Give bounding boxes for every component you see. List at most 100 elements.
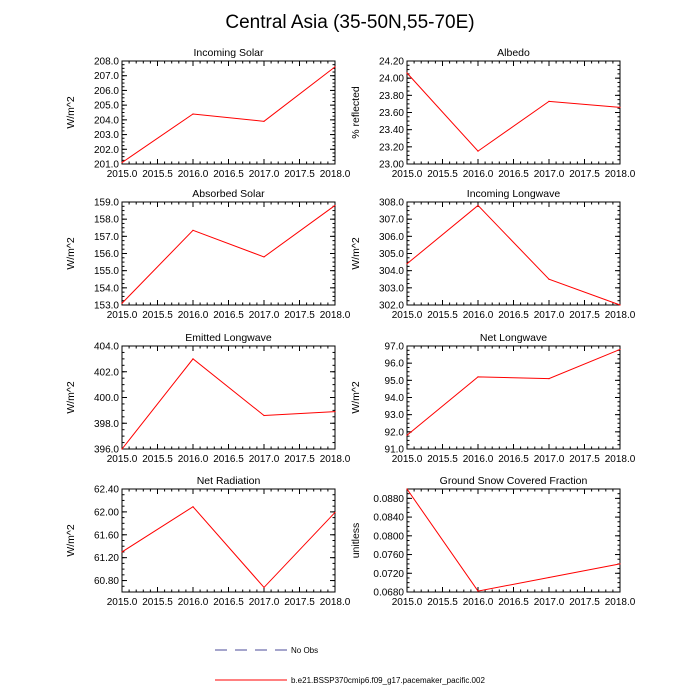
- panel-incoming-solar: Incoming Solar W/m^2 2015.0 2015.5 2016.0 201…: [65, 47, 351, 180]
- incoming-solar-y-tick-label: 201.0: [94, 160, 119, 171]
- absorbed-solar-y-tick-label: 158.0: [94, 215, 119, 226]
- absorbed-solar-x-tick-label: 2018.0: [320, 310, 351, 321]
- ground-snow-covered-fraction-x-tick-label: 2017.5: [569, 597, 600, 608]
- net-longwave-data-point: [548, 378, 550, 380]
- ground-snow-covered-fraction-data-point: [477, 590, 479, 592]
- incoming-longwave-x-tick-label: 2017.0: [534, 310, 565, 321]
- net-radiation-data-point: [263, 586, 265, 589]
- incoming-longwave-plot-frame: [406, 201, 621, 306]
- panels-group: Incoming Solar W/m^2 2015.0 2015.5 2016.0 201…: [65, 47, 636, 608]
- incoming-longwave-data-point: [619, 304, 621, 306]
- net-longwave-x-tick-label: 2016.5: [498, 454, 529, 465]
- emitted-longwave-x-tick-label: 2016.5: [213, 454, 244, 465]
- absorbed-solar-x-tick-label: 2015.5: [142, 310, 173, 321]
- net-longwave-x-tick-label: 2015.0: [392, 454, 423, 465]
- ground-snow-covered-fraction-x-tick-label: 2016.5: [498, 597, 529, 608]
- net-longwave-x-tick-label: 2016.0: [463, 454, 494, 465]
- incoming-solar-y-axis-label: W/m^2: [65, 96, 77, 129]
- albedo-data-point: [548, 100, 550, 102]
- panel-absorbed-solar: Absorbed Solar W/m^2 2015.0 2015.5 2016.0 201…: [65, 188, 351, 321]
- incoming-solar-y-tick-label: 207.0: [94, 71, 119, 82]
- ground-snow-covered-fraction-y-axis-label: unitless: [350, 523, 362, 559]
- emitted-longwave-y-tick-label: 404.0: [94, 342, 119, 353]
- emitted-longwave-y-tick-label: 398.0: [94, 419, 119, 430]
- albedo-y-tick-label: 23.20: [379, 142, 404, 153]
- emitted-longwave-y-axis-label: W/m^2: [65, 381, 77, 414]
- emitted-longwave-x-tick-label: 2017.5: [284, 454, 315, 465]
- incoming-longwave-x-tick-label: 2016.0: [463, 310, 494, 321]
- incoming-longwave-y-tick-label: 308.0: [379, 198, 404, 209]
- figure-title: Central Asia (35-50N,55-70E): [225, 12, 474, 33]
- net-radiation-y-tick-label: 61.20: [94, 553, 119, 564]
- panel-net-longwave: Net Longwave W/m^2 2015.0 2015.5 2016.0 2016.…: [350, 332, 636, 465]
- absorbed-solar-y-axis-label: W/m^2: [65, 237, 77, 270]
- net-radiation-x-tick-label: 2017.5: [284, 597, 315, 608]
- incoming-longwave-y-tick-label: 306.0: [379, 232, 404, 243]
- incoming-solar-y-tick-label: 205.0: [94, 101, 119, 112]
- absorbed-solar-y-tick-label: 155.0: [94, 266, 119, 277]
- emitted-longwave-data-point: [334, 411, 336, 413]
- emitted-longwave-series-line: [121, 358, 336, 450]
- albedo-y-tick-label: 23.00: [379, 160, 404, 171]
- absorbed-solar-x-tick-label: 2016.0: [178, 310, 209, 321]
- emitted-longwave-y-tick-label: 396.0: [94, 445, 119, 456]
- albedo-data-point: [619, 106, 621, 108]
- emitted-longwave-y-tick-label: 402.0: [94, 367, 119, 378]
- net-radiation-plot-frame: [121, 488, 336, 593]
- net-longwave-y-tick-label: 94.0: [385, 393, 405, 404]
- net-radiation-series-line: [121, 506, 336, 589]
- net-longwave-data-point: [619, 348, 621, 351]
- incoming-longwave-data-point: [548, 278, 550, 280]
- net-radiation-data-point: [121, 551, 123, 553]
- net-longwave-data-point: [406, 434, 408, 436]
- net-radiation-x-tick-label: 2018.0: [320, 597, 351, 608]
- ground-snow-covered-fraction-y-tick-label: 0.0800: [373, 531, 404, 542]
- absorbed-solar-y-tick-label: 156.0: [94, 249, 119, 260]
- net-longwave-x-tick-label: 2015.5: [427, 454, 458, 465]
- net-longwave-x-tick-label: 2017.0: [534, 454, 565, 465]
- emitted-longwave-x-tick-label: 2016.0: [178, 454, 209, 465]
- net-longwave-x-tick-label: 2017.5: [569, 454, 600, 465]
- absorbed-solar-x-tick-label: 2017.0: [249, 310, 280, 321]
- net-longwave-x-tick-label: 2018.0: [605, 454, 636, 465]
- incoming-solar-data-point: [121, 161, 123, 164]
- net-radiation-y-tick-label: 62.00: [94, 507, 119, 518]
- absorbed-solar-panel-title: Absorbed Solar: [192, 188, 265, 200]
- incoming-longwave-y-tick-label: 302.0: [379, 301, 404, 312]
- net-radiation-x-tick-label: 2016.5: [213, 597, 244, 608]
- absorbed-solar-y-tick-label: 154.0: [94, 283, 119, 294]
- absorbed-solar-y-tick-label: 159.0: [94, 198, 119, 209]
- net-longwave-y-tick-label: 97.0: [385, 342, 405, 353]
- emitted-longwave-data-point: [121, 448, 123, 450]
- albedo-data-point: [477, 150, 479, 152]
- absorbed-solar-data-point: [263, 256, 265, 258]
- ground-snow-covered-fraction-x-tick-label: 2015.0: [392, 597, 423, 608]
- emitted-longwave-panel-title: Emitted Longwave: [185, 332, 272, 344]
- net-longwave-data-point: [477, 376, 479, 378]
- albedo-y-tick-label: 24.00: [379, 74, 404, 85]
- incoming-solar-x-tick-label: 2016.5: [213, 169, 244, 180]
- net-radiation-y-tick-label: 62.40: [94, 485, 119, 496]
- incoming-solar-plot-frame: [121, 60, 336, 165]
- absorbed-solar-data-point: [121, 302, 123, 304]
- incoming-longwave-y-tick-label: 307.0: [379, 215, 404, 226]
- emitted-longwave-plot-frame: [121, 345, 336, 450]
- emitted-longwave-x-tick-label: 2017.0: [249, 454, 280, 465]
- incoming-longwave-panel-title: Incoming Longwave: [467, 188, 561, 200]
- net-radiation-data-point: [192, 506, 194, 508]
- absorbed-solar-series-line: [121, 205, 336, 304]
- incoming-longwave-x-tick-label: 2017.5: [569, 310, 600, 321]
- ground-snow-covered-fraction-y-tick-label: 0.0680: [373, 588, 404, 599]
- incoming-longwave-x-tick-label: 2015.5: [427, 310, 458, 321]
- absorbed-solar-x-tick-label: 2016.5: [213, 310, 244, 321]
- albedo-x-tick-label: 2017.5: [569, 169, 600, 180]
- incoming-solar-y-tick-label: 202.0: [94, 145, 119, 156]
- incoming-solar-x-tick-label: 2017.5: [284, 169, 315, 180]
- ground-snow-covered-fraction-x-tick-label: 2016.0: [463, 597, 494, 608]
- albedo-y-tick-label: 23.40: [379, 125, 404, 136]
- incoming-longwave-y-tick-label: 303.0: [379, 283, 404, 294]
- ground-snow-covered-fraction-y-tick-label: 0.0760: [373, 550, 404, 561]
- ground-snow-covered-fraction-y-tick-label: 0.0720: [373, 569, 404, 580]
- ground-snow-covered-fraction-y-tick-label: 0.0880: [373, 494, 404, 505]
- albedo-x-tick-label: 2017.0: [534, 169, 565, 180]
